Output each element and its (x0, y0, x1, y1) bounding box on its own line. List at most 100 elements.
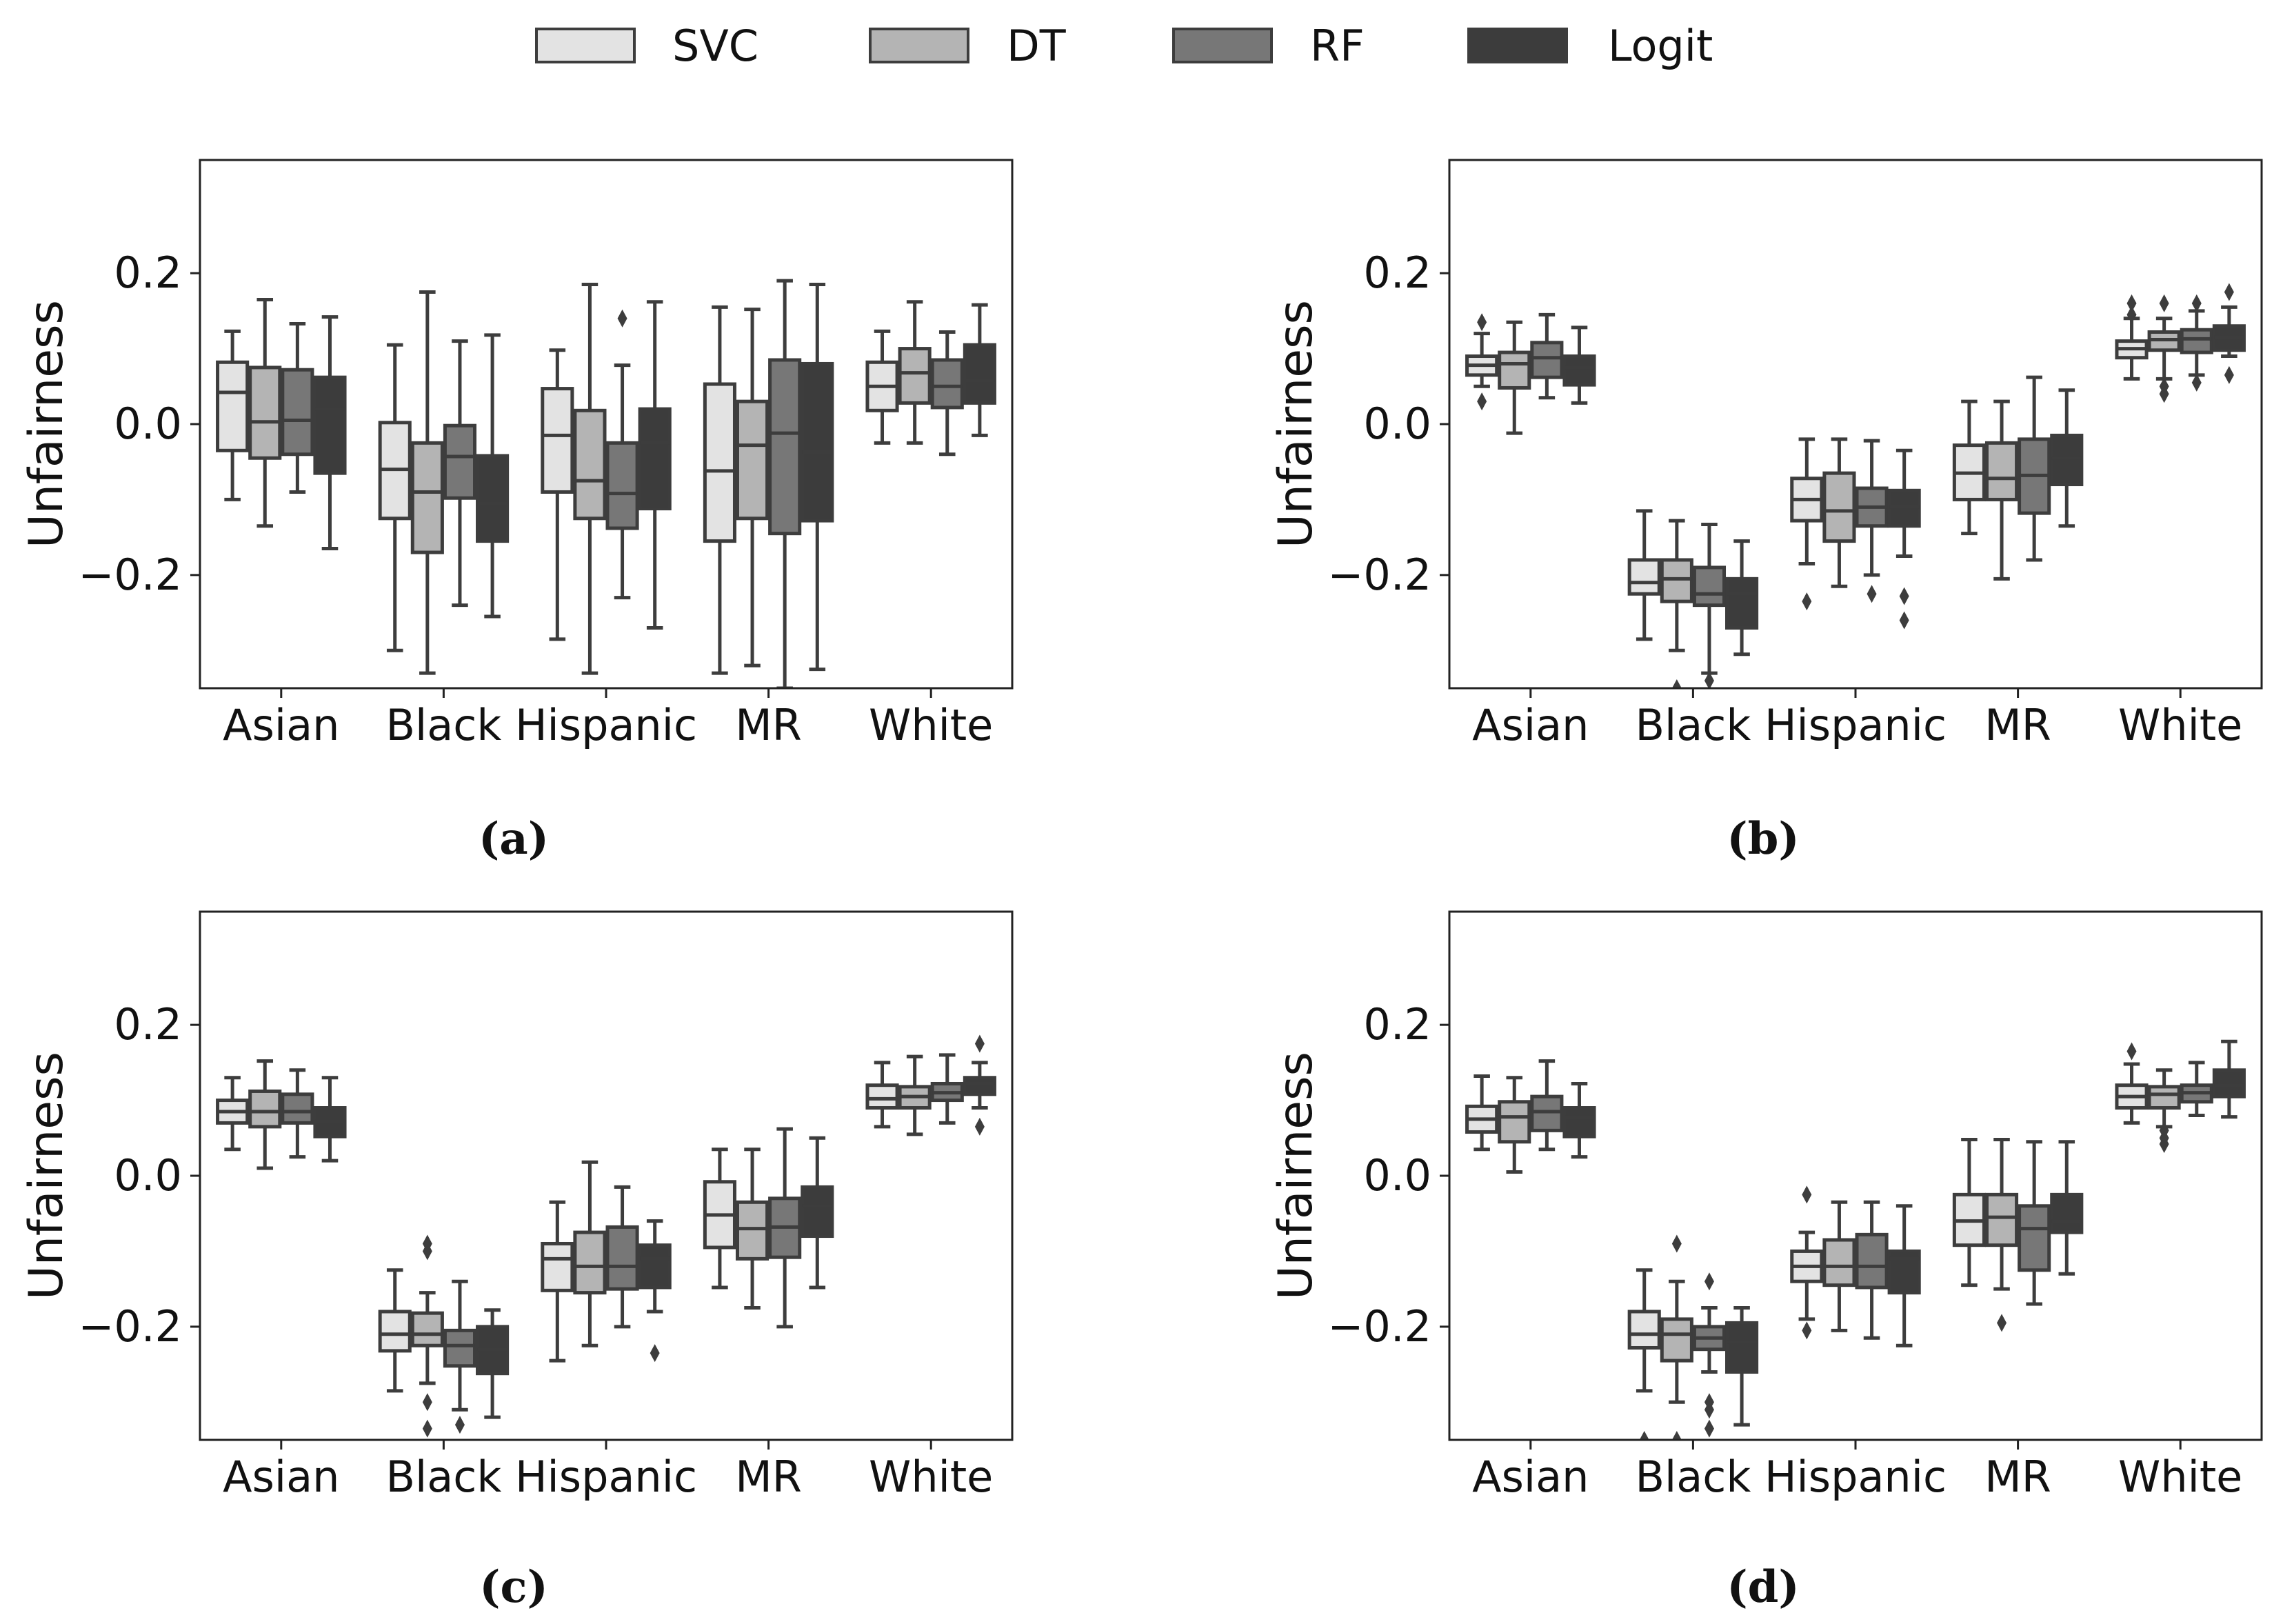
y-tick-label: 0.2 (1363, 248, 1431, 298)
legend-entry-dt: DT (869, 21, 1067, 71)
x-tick-label-hispanic: Hispanic (1764, 700, 1947, 750)
box-rf-black (1692, 523, 1727, 688)
x-tick-label-asian: Asian (223, 700, 339, 750)
box-logit-mr (801, 283, 834, 672)
x-tick-label-mr: MR (735, 700, 802, 750)
legend-swatch (1467, 28, 1568, 63)
y-tick-label: 0.0 (114, 399, 182, 449)
box-svc-black (1627, 509, 1661, 641)
box-svc-asian (1465, 313, 1499, 411)
box-iqr (281, 368, 314, 457)
box-rf-hispanic (1855, 439, 1889, 603)
box-iqr (735, 1200, 770, 1261)
box-iqr (216, 360, 250, 452)
plot-area (216, 279, 996, 688)
box-rf-hispanic (605, 1185, 639, 1329)
box-iqr (1692, 565, 1727, 608)
box-iqr (898, 347, 932, 405)
box-rf-white (930, 1053, 964, 1125)
y-tick-label: −0.2 (78, 1301, 182, 1352)
box-dt-hispanic (1822, 437, 1856, 588)
box-iqr (248, 365, 282, 460)
x-tick-label-hispanic: Hispanic (515, 700, 697, 750)
plot-area (216, 1034, 996, 1438)
x-tick-label-black: Black (1636, 700, 1751, 750)
x-tick-label-white: White (2118, 700, 2242, 750)
box-iqr (1984, 441, 2019, 501)
outlier (2191, 294, 2202, 312)
outlier (1802, 592, 1812, 611)
y-tick-label: −0.2 (1327, 550, 1431, 600)
box-iqr (1725, 577, 1759, 630)
box-logit-white (963, 303, 996, 437)
legend-swatch (535, 28, 636, 63)
box-iqr (443, 1328, 477, 1368)
axes-frame (199, 910, 1014, 1441)
legend-label: SVC (672, 21, 758, 71)
box-iqr (476, 454, 510, 543)
y-tick-label: 0.2 (114, 248, 182, 298)
box-rf-asian (281, 321, 314, 494)
box-iqr (2147, 1085, 2181, 1110)
x-tick-label-asian: Asian (223, 1452, 339, 1502)
x-tick-label-hispanic: Hispanic (1764, 1452, 1947, 1502)
box-rf-mr (2018, 1140, 2051, 1306)
box-svc-asian (216, 1076, 250, 1152)
outlier (2126, 1042, 2137, 1061)
box-iqr (313, 375, 347, 475)
box-iqr (1530, 341, 1564, 379)
box-dt-asian (248, 297, 282, 528)
box-iqr (1660, 558, 1693, 603)
box-dt-black (1660, 1234, 1693, 1440)
outlier (1704, 672, 1714, 688)
box-logit-mr (2050, 1140, 2084, 1276)
legend: SVC DT RF Logit (535, 21, 1713, 71)
outlier (1997, 1314, 2007, 1332)
box-dt-asian (1498, 1076, 1531, 1174)
legend-entry-logit: Logit (1467, 21, 1713, 71)
box-iqr (1627, 1310, 1661, 1350)
box-logit-black (476, 1308, 510, 1419)
outlier (617, 309, 627, 328)
y-tick-label: 0.0 (1363, 399, 1431, 449)
outlier (422, 1419, 432, 1438)
box-iqr (605, 441, 639, 530)
box-logit-asian (1562, 1081, 1596, 1159)
outlier (422, 1242, 432, 1261)
box-dt-mr (735, 1147, 770, 1310)
box-logit-hispanic (638, 1219, 672, 1363)
box-logit-mr (2050, 388, 2084, 528)
box-svc-asian (216, 329, 250, 501)
outlier (1704, 1272, 1714, 1291)
outlier (2126, 294, 2137, 312)
chart-panel-d: 0.2 0.0 −0.2 Asian Black Hispanic MR White Unfai… (1269, 910, 2263, 1613)
box-iqr (768, 358, 802, 536)
box-dt-asian (248, 1059, 282, 1170)
box-iqr (443, 423, 477, 500)
box-svc-asian (1465, 1074, 1499, 1152)
box-iqr (248, 1089, 282, 1129)
y-axis-label: Unfairness (19, 300, 74, 548)
box-dt-white (2147, 294, 2181, 403)
box-iqr (1984, 1192, 2019, 1247)
box-svc-white (865, 329, 899, 445)
y-tick-label: 0.0 (1363, 1150, 1431, 1201)
box-iqr (1660, 1317, 1693, 1363)
box-svc-mr (703, 1147, 736, 1290)
legend-entry-svc: SVC (535, 21, 758, 71)
box-iqr (1822, 1238, 1856, 1287)
y-axis-label: Unfairness (1269, 1052, 1323, 1300)
outlier (2126, 305, 2137, 324)
x-tick-label-black: Black (1636, 1452, 1751, 1502)
outlier (2159, 385, 2169, 403)
x-tick-label-mr: MR (1984, 700, 2051, 750)
chart-panel-c: 0.2 0.0 −0.2 Asian Black Hispanic MR White Unfai… (19, 910, 1014, 1613)
box-iqr (1562, 1106, 1596, 1139)
box-dt-mr (1984, 399, 2019, 581)
plot-area (1465, 283, 2246, 688)
x-tick-label-white: White (2118, 1452, 2242, 1502)
box-logit-white (2212, 283, 2246, 384)
outlier (1704, 1419, 1714, 1438)
box-dt-black (1660, 519, 1693, 688)
outlier (1671, 1431, 1682, 1440)
